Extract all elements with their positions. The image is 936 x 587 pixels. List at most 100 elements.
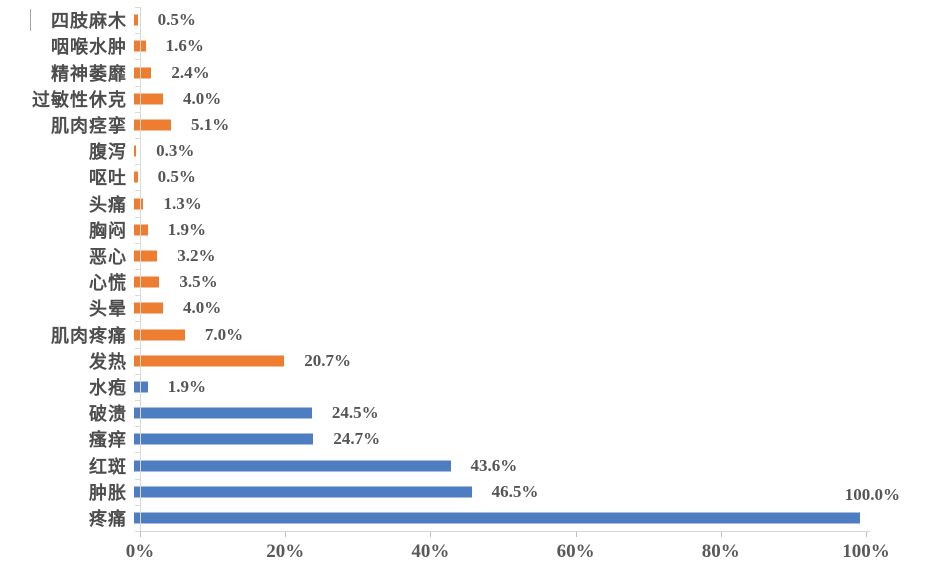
bar-row: 肌肉痉挛 5.1% <box>0 112 936 138</box>
value-label: 1.9% <box>167 376 207 396</box>
category-axis-tick <box>135 164 140 166</box>
plot-area: 四肢麻木 0.5% 咽喉水肿 1.6% 精神萎靡 2.4% 过敏性休克 4.0% 肌肉痉挛 5.1… <box>0 7 936 531</box>
x-axis-tick-label: 60% <box>556 541 595 562</box>
bar <box>134 512 860 524</box>
category-axis-tick <box>135 269 140 270</box>
axis-artifact-line <box>30 9 31 31</box>
bar <box>134 486 472 498</box>
category-axis-tick <box>135 373 140 375</box>
bar-row: 发热 20.7% <box>0 348 936 374</box>
x-axis-tick <box>575 532 577 537</box>
bar-row: 肿胀 46.5% <box>0 479 936 505</box>
x-axis-line <box>136 531 870 532</box>
bar-track: 20.7% <box>134 348 860 374</box>
category-label: 精神萎靡 <box>51 63 127 84</box>
bar-row: 腹泻 0.3% <box>0 138 936 164</box>
bar <box>134 145 137 157</box>
bar-track: 100.0% <box>134 485 900 531</box>
category-axis-tick <box>135 452 140 454</box>
category-axis-tick <box>135 400 140 401</box>
bar-row: 四肢麻木 0.5% <box>0 7 936 33</box>
x-axis-tick-label: 20% <box>266 541 305 562</box>
value-label: 43.6% <box>470 455 518 475</box>
bar-row: 呕吐 0.5% <box>0 164 936 190</box>
bar <box>134 407 312 419</box>
value-label: 3.2% <box>177 245 216 265</box>
bar <box>134 433 314 445</box>
x-axis-tick <box>720 532 722 537</box>
bar-track: 1.9% <box>134 217 860 243</box>
value-label: 1.3% <box>163 193 202 213</box>
value-label: 20.7% <box>304 350 352 370</box>
value-label: 3.5% <box>179 272 218 292</box>
bar-row: 头痛 1.3% <box>0 190 936 216</box>
category-label: 头晕 <box>89 299 127 320</box>
bar-row: 肌肉疼痛 7.0% <box>0 321 936 347</box>
bar <box>134 119 172 131</box>
bar-track: 24.5% <box>134 400 860 426</box>
category-label: 头痛 <box>89 194 127 215</box>
bar-track: 43.6% <box>134 452 860 478</box>
value-label: 1.6% <box>165 36 204 56</box>
bar <box>134 460 451 472</box>
bar <box>134 302 164 314</box>
category-axis-tick <box>135 85 140 87</box>
category-axis-tick <box>135 504 140 506</box>
bar <box>134 329 185 341</box>
category-label: 肌肉疼痛 <box>51 325 127 346</box>
category-label: 瘙痒 <box>89 430 127 451</box>
category-axis-tick <box>135 7 140 8</box>
category-axis-tick <box>135 321 140 323</box>
bar-track: 46.5% <box>134 479 860 505</box>
x-axis-tick-label: 80% <box>701 541 740 562</box>
bar-row: 疼痛 100.0% <box>0 485 936 531</box>
bar-track: 24.7% <box>134 426 860 452</box>
value-label: 24.5% <box>331 403 379 423</box>
bar-row: 瘙痒 24.7% <box>0 426 936 452</box>
category-axis-tick <box>135 111 140 113</box>
x-axis-tick-label: 100% <box>842 541 890 562</box>
bar <box>134 171 138 183</box>
value-label: 1.9% <box>167 219 207 239</box>
value-label: 0.5% <box>157 167 196 187</box>
x-axis-tick-label: 40% <box>411 541 450 562</box>
bar-track: 0.3% <box>134 138 860 164</box>
category-axis-tick <box>135 216 140 218</box>
bar <box>134 93 164 105</box>
value-label: 0.3% <box>156 141 195 161</box>
category-axis-tick <box>135 295 140 297</box>
value-label: 0.5% <box>157 10 196 30</box>
x-axis-tick-label: 0% <box>125 541 155 562</box>
bar-row: 红斑 43.6% <box>0 452 936 478</box>
bar-row: 心慌 3.5% <box>0 269 936 295</box>
category-label: 肿胀 <box>89 482 127 503</box>
bar-row: 破溃 24.5% <box>0 400 936 426</box>
value-label: 100.0% <box>844 484 900 504</box>
bar-track: 5.1% <box>134 112 860 138</box>
x-axis-tick <box>285 532 287 537</box>
category-axis-tick <box>135 190 140 192</box>
value-label: 5.1% <box>191 114 230 134</box>
bar-row: 恶心 3.2% <box>0 243 936 269</box>
value-label: 7.0% <box>204 324 244 344</box>
bar-track: 0.5% <box>134 7 860 33</box>
x-axis-tick <box>866 532 867 537</box>
bar-track: 4.0% <box>134 86 860 112</box>
category-axis-tick <box>135 347 140 349</box>
category-label: 咽喉水肿 <box>51 37 127 58</box>
x-axis-tick <box>140 532 141 537</box>
bar <box>134 355 285 367</box>
bar-track: 7.0% <box>134 321 860 347</box>
x-axis-tick <box>430 532 432 537</box>
bar-track: 1.3% <box>134 190 860 216</box>
bar-track: 0.5% <box>134 164 860 190</box>
category-label: 胸闷 <box>89 220 127 241</box>
category-label: 心慌 <box>89 273 127 294</box>
bar-track: 1.6% <box>134 33 860 59</box>
value-label: 24.7% <box>333 429 381 449</box>
category-label: 呕吐 <box>89 168 127 189</box>
value-label: 46.5% <box>491 481 539 501</box>
category-axis-tick <box>135 426 140 428</box>
value-label: 2.4% <box>171 62 210 82</box>
category-axis-tick <box>135 138 140 139</box>
